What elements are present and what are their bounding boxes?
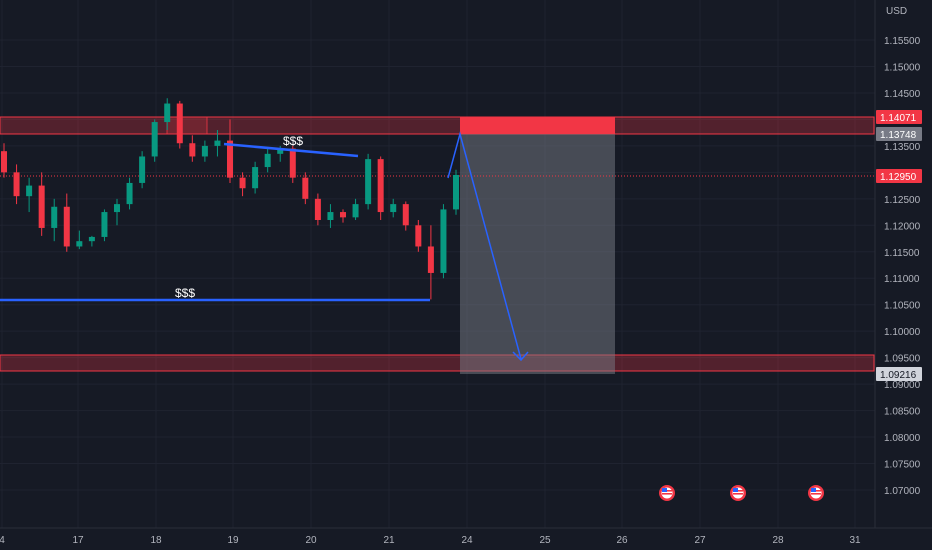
candle: [38, 172, 45, 236]
price-tick-label: 1.14500: [884, 89, 921, 100]
candle: [327, 204, 334, 228]
candle: [427, 225, 434, 300]
candle: [214, 130, 221, 157]
time-tick-label: 17: [72, 535, 84, 546]
time-tick-label: 24: [461, 535, 473, 546]
price-label-zone-top: 1.14071: [876, 110, 922, 124]
price-tick-label: 1.07500: [884, 460, 921, 471]
candle: [139, 151, 146, 189]
price-tick-label: 1.13500: [884, 142, 921, 153]
price-tick-label: 1.09500: [884, 354, 921, 365]
candle: [1, 143, 7, 178]
price-tick-label: 1.15500: [884, 36, 921, 47]
trade-stop-area: [460, 117, 615, 134]
candle: [26, 177, 33, 213]
upper-liquidity-line: [223, 142, 359, 158]
trade-target-area: [460, 134, 615, 374]
candle: [164, 98, 171, 130]
candle: [453, 169, 459, 215]
us-flag-event-icon[interactable]: [808, 485, 824, 501]
price-tick-label: 1.11000: [884, 274, 920, 285]
svg-text:1.14071: 1.14071: [880, 113, 917, 124]
candle: [415, 220, 422, 252]
price-label-last-price: 1.12950: [876, 169, 922, 183]
us-flag-event-icon[interactable]: [730, 485, 746, 501]
time-tick-label: 27: [694, 535, 706, 546]
time-tick-label: 19: [227, 535, 239, 546]
currency-label: USD: [886, 6, 907, 17]
candle: [402, 201, 409, 231]
candle: [76, 230, 83, 250]
candle: [88, 235, 95, 247]
candle: [377, 156, 384, 220]
supply-zone: [0, 116, 875, 135]
svg-text:1.09216: 1.09216: [880, 370, 917, 381]
svg-text:1.13748: 1.13748: [880, 130, 917, 141]
candle: [51, 198, 58, 242]
price-label-target: 1.09216: [876, 367, 922, 381]
time-tick-label: 18: [150, 535, 162, 546]
price-tick-label: 1.08000: [884, 433, 921, 444]
us-flag-event-icon[interactable]: [659, 485, 675, 501]
projection-arrow-line: [447, 131, 522, 360]
candle: [289, 145, 296, 183]
time-tick-label: 28: [772, 535, 784, 546]
price-label-zone-bottom: 1.13748: [876, 127, 922, 141]
candles: [1, 98, 459, 300]
price-tick-label: 1.07000: [884, 486, 921, 497]
time-tick-label: 4: [0, 535, 5, 546]
price-tick-label: 1.09000: [884, 380, 921, 391]
candle: [314, 193, 321, 226]
price-tick-label: 1.12000: [884, 221, 921, 232]
candle: [101, 209, 108, 242]
candle: [13, 164, 20, 205]
candle: [176, 100, 183, 149]
candle: [302, 172, 309, 205]
supply-zone-inner: [166, 116, 208, 135]
time-tick-label: 20: [305, 535, 317, 546]
demand-zone: [0, 354, 875, 372]
candle: [390, 198, 397, 218]
time-tick-label: 21: [383, 535, 395, 546]
annotation-lower: $$$: [175, 286, 195, 300]
price-tick-label: 1.10000: [884, 327, 921, 338]
candle: [126, 177, 133, 210]
candle: [189, 135, 196, 162]
candle: [352, 198, 359, 220]
time-tick-labels: 4 17 18 19 20 21 24 25 26 27 28 31: [0, 535, 861, 546]
candle: [201, 140, 208, 162]
price-tick-label: 1.10500: [884, 301, 921, 312]
time-tick-label: 31: [849, 535, 861, 546]
candle: [340, 209, 346, 223]
candle: [151, 119, 158, 162]
price-axis[interactable]: [875, 0, 932, 528]
candle: [114, 198, 120, 226]
candle: [227, 119, 233, 183]
candle: [63, 193, 70, 252]
candle: [440, 204, 447, 279]
candle: [264, 148, 271, 173]
price-labels: 1.14071 1.13748 1.12950 1.09216: [876, 110, 922, 381]
price-tick-label: 1.08500: [884, 407, 921, 418]
time-tick-label: 26: [616, 535, 628, 546]
svg-text:1.12950: 1.12950: [880, 172, 917, 183]
price-tick-labels: 1.155001.150001.145001.140001.135001.130…: [884, 36, 921, 497]
time-axis[interactable]: [0, 528, 932, 550]
candle: [365, 153, 372, 210]
projection-arrow-head: [512, 351, 529, 362]
price-tick-label: 1.12500: [884, 195, 921, 206]
price-tick-label: 1.11500: [884, 248, 920, 259]
time-tick-label: 25: [539, 535, 551, 546]
candle: [239, 172, 246, 197]
candle: [252, 161, 259, 194]
price-tick-label: 1.15000: [884, 62, 921, 73]
annotation-upper: $$$: [283, 134, 303, 148]
gridlines: [0, 0, 875, 528]
